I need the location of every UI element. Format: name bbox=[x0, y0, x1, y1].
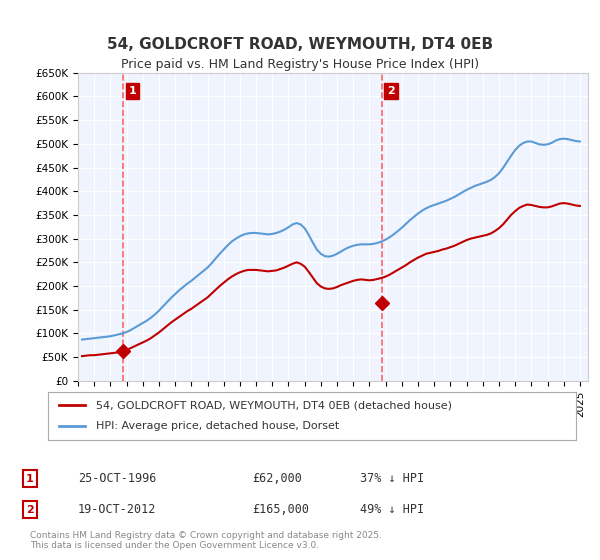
Text: 25-OCT-1996: 25-OCT-1996 bbox=[78, 472, 157, 486]
Text: 1: 1 bbox=[128, 86, 136, 96]
Text: 54, GOLDCROFT ROAD, WEYMOUTH, DT4 0EB (detached house): 54, GOLDCROFT ROAD, WEYMOUTH, DT4 0EB (d… bbox=[95, 400, 452, 410]
Text: 2: 2 bbox=[26, 505, 34, 515]
Text: Contains HM Land Registry data © Crown copyright and database right 2025.
This d: Contains HM Land Registry data © Crown c… bbox=[30, 530, 382, 550]
Text: 2: 2 bbox=[387, 86, 395, 96]
Text: £165,000: £165,000 bbox=[252, 503, 309, 516]
Text: 54, GOLDCROFT ROAD, WEYMOUTH, DT4 0EB: 54, GOLDCROFT ROAD, WEYMOUTH, DT4 0EB bbox=[107, 38, 493, 52]
Text: 37% ↓ HPI: 37% ↓ HPI bbox=[360, 472, 424, 486]
Text: 1: 1 bbox=[26, 474, 34, 484]
Text: 19-OCT-2012: 19-OCT-2012 bbox=[78, 503, 157, 516]
Text: £62,000: £62,000 bbox=[252, 472, 302, 486]
Text: HPI: Average price, detached house, Dorset: HPI: Average price, detached house, Dors… bbox=[95, 421, 339, 431]
Text: 49% ↓ HPI: 49% ↓ HPI bbox=[360, 503, 424, 516]
Text: Price paid vs. HM Land Registry's House Price Index (HPI): Price paid vs. HM Land Registry's House … bbox=[121, 58, 479, 71]
